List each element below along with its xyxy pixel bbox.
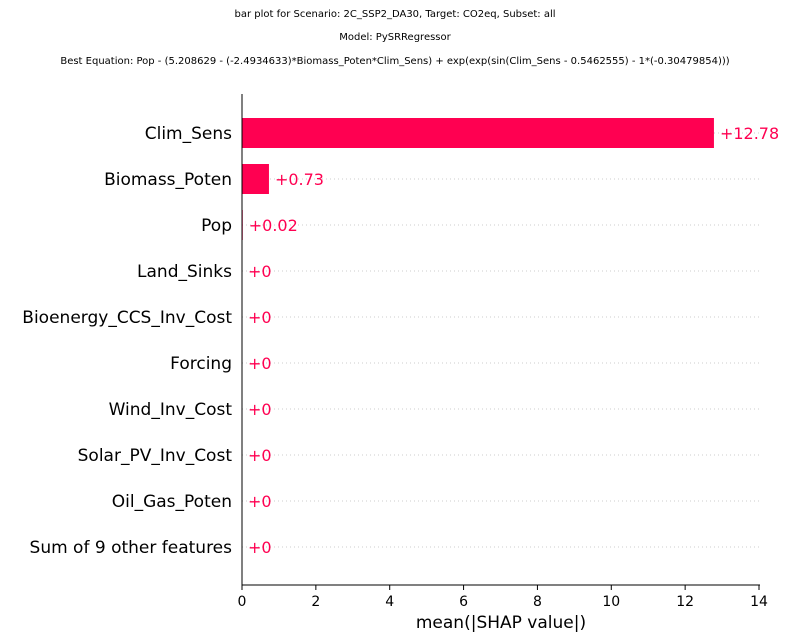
x-tick-label: 8 [533,594,542,610]
bar-clim-sens [242,118,714,148]
value-label: +0 [248,262,272,281]
value-label: +0 [248,492,272,511]
x-axis-title: mean(|SHAP value|) [416,613,586,633]
value-label: +0.02 [249,216,298,235]
value-label: +0 [248,446,272,465]
category-label: Biomass_Poten [104,170,232,190]
value-label: +0.73 [275,170,324,189]
x-tick-label: 10 [602,594,620,610]
category-label: Forcing [170,354,232,374]
x-tick-label: 0 [238,594,247,610]
x-tick-label: 4 [385,594,394,610]
x-tick-label: 12 [676,594,694,610]
x-tick-label: 14 [750,594,768,610]
category-label: Sum of 9 other features [30,538,233,558]
category-label: Solar_PV_Inv_Cost [78,446,233,466]
label-layer: Clim_Sens +12.78 Biomass_Poten +0.73 Pop +0.0… [22,124,779,558]
chart-title-scenario: bar plot for Scenario: 2C_SSP2_DA30, Tar… [234,9,556,20]
x-tick-label: 2 [311,594,320,610]
category-label: Oil_Gas_Poten [112,492,232,512]
category-label: Pop [201,216,232,236]
category-label: Clim_Sens [145,124,232,144]
bar-layer [242,118,714,240]
value-label: +0 [248,354,272,373]
value-label: +0 [248,308,272,327]
value-label: +12.78 [720,124,779,143]
chart-title-equation: Best Equation: Pop - (5.208629 - (-2.493… [60,56,730,67]
value-label: +0 [248,400,272,419]
category-label: Wind_Inv_Cost [109,400,233,420]
grid-layer [242,132,760,548]
x-tick-label: 6 [459,594,468,610]
category-label: Bioenergy_CCS_Inv_Cost [22,308,232,328]
value-label: +0 [248,538,272,557]
x-tick-layer: 0 2 4 6 8 10 12 14 [238,585,768,610]
chart-title-model: Model: PySRRegressor [339,32,451,43]
category-label: Land_Sinks [137,262,232,282]
bar-biomass-poten [242,164,269,194]
